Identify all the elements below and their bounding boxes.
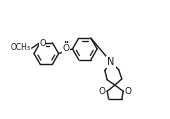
Text: O: O xyxy=(39,39,46,48)
Text: O: O xyxy=(62,44,69,53)
Text: N: N xyxy=(107,57,115,67)
Text: OCH₃: OCH₃ xyxy=(11,43,31,52)
Text: O: O xyxy=(124,87,131,96)
Text: O: O xyxy=(99,87,106,96)
